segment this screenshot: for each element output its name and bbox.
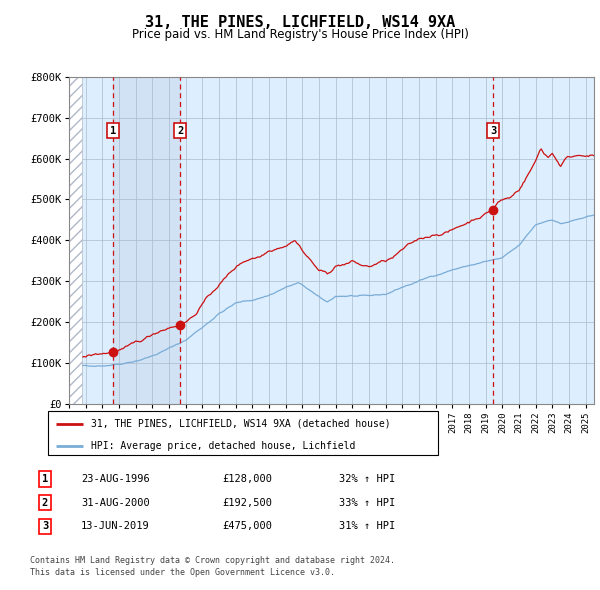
- Text: 2: 2: [42, 498, 48, 507]
- Text: 3: 3: [490, 126, 496, 136]
- Text: 3: 3: [42, 522, 48, 531]
- Text: 23-AUG-1996: 23-AUG-1996: [81, 474, 150, 484]
- Text: 2: 2: [177, 126, 183, 136]
- Text: 31-AUG-2000: 31-AUG-2000: [81, 498, 150, 507]
- Polygon shape: [69, 77, 82, 404]
- Text: 13-JUN-2019: 13-JUN-2019: [81, 522, 150, 531]
- Text: 31, THE PINES, LICHFIELD, WS14 9XA: 31, THE PINES, LICHFIELD, WS14 9XA: [145, 15, 455, 30]
- Text: Contains HM Land Registry data © Crown copyright and database right 2024.: Contains HM Land Registry data © Crown c…: [30, 556, 395, 565]
- Text: Price paid vs. HM Land Registry's House Price Index (HPI): Price paid vs. HM Land Registry's House …: [131, 28, 469, 41]
- Text: 32% ↑ HPI: 32% ↑ HPI: [339, 474, 395, 484]
- Text: HPI: Average price, detached house, Lichfield: HPI: Average price, detached house, Lich…: [91, 441, 355, 451]
- Text: 1: 1: [42, 474, 48, 484]
- Text: 33% ↑ HPI: 33% ↑ HPI: [339, 498, 395, 507]
- Text: 1: 1: [110, 126, 116, 136]
- Text: 31% ↑ HPI: 31% ↑ HPI: [339, 522, 395, 531]
- Text: £192,500: £192,500: [222, 498, 272, 507]
- Text: This data is licensed under the Open Government Licence v3.0.: This data is licensed under the Open Gov…: [30, 568, 335, 577]
- Text: 31, THE PINES, LICHFIELD, WS14 9XA (detached house): 31, THE PINES, LICHFIELD, WS14 9XA (deta…: [91, 419, 391, 428]
- Bar: [113, 77, 180, 404]
- Text: £128,000: £128,000: [222, 474, 272, 484]
- Text: £475,000: £475,000: [222, 522, 272, 531]
- FancyBboxPatch shape: [48, 411, 438, 455]
